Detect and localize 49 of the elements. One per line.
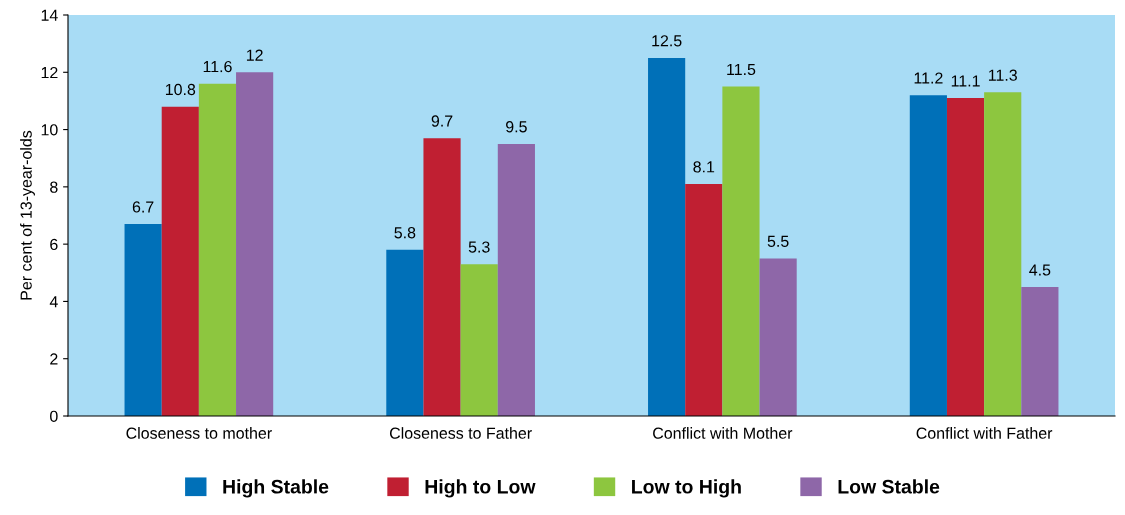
y-tick-label: 14 <box>41 9 58 21</box>
y-tick-label: 0 <box>50 410 58 422</box>
data-label: 12 <box>246 49 263 61</box>
data-label: 8.1 <box>693 161 715 173</box>
data-label: 5.5 <box>767 235 789 247</box>
bar <box>386 249 424 416</box>
data-label: 6.7 <box>132 201 154 213</box>
x-tick-label: Closeness to Father <box>389 427 532 439</box>
legend-label: Low to High <box>632 479 741 498</box>
bar <box>161 106 199 416</box>
legend-label: High to Low <box>425 479 536 498</box>
bar <box>124 224 162 416</box>
data-label: 10.8 <box>165 83 196 96</box>
bar <box>648 57 686 416</box>
bar <box>423 138 461 416</box>
y-tick-label: 6 <box>50 238 58 251</box>
data-label: 11.5 <box>727 63 756 76</box>
data-label: 11.2 <box>914 72 943 84</box>
data-label: 5.3 <box>468 241 490 253</box>
y-tick-label: 2 <box>50 353 58 365</box>
data-label: 11.6 <box>203 60 232 73</box>
x-tick-label: Closeness to mother <box>126 427 272 439</box>
bar <box>236 72 274 416</box>
x-tick-label: Conflict with Father <box>916 427 1053 439</box>
bar <box>722 86 760 416</box>
data-label: 11.1 <box>951 75 980 87</box>
y-tick-label: 10 <box>41 124 58 136</box>
y-axis-title: Per cent of 13-year-olds <box>20 130 35 300</box>
bar <box>685 183 723 416</box>
bar <box>909 95 947 416</box>
bar <box>984 92 1022 416</box>
bar <box>198 83 237 416</box>
bar <box>460 264 498 416</box>
bar <box>1021 287 1059 416</box>
data-label: 11.3 <box>988 69 1017 81</box>
y-tick-label: 4 <box>49 296 58 308</box>
x-tick-label: Conflict with Mother <box>653 427 793 439</box>
data-label: 9.5 <box>506 121 527 133</box>
legend-label: Low Stable <box>838 479 940 494</box>
bar <box>946 98 985 416</box>
data-label: 12.5 <box>652 35 682 47</box>
y-tick-label: 8 <box>50 181 58 193</box>
y-tick-label: 12 <box>41 66 58 79</box>
legend-label: High Stable <box>223 479 329 498</box>
data-label: 9.7 <box>431 115 453 127</box>
bar <box>497 143 535 416</box>
data-label: 4.5 <box>1029 264 1051 276</box>
data-label: 5.8 <box>394 227 416 239</box>
bar <box>759 258 797 416</box>
